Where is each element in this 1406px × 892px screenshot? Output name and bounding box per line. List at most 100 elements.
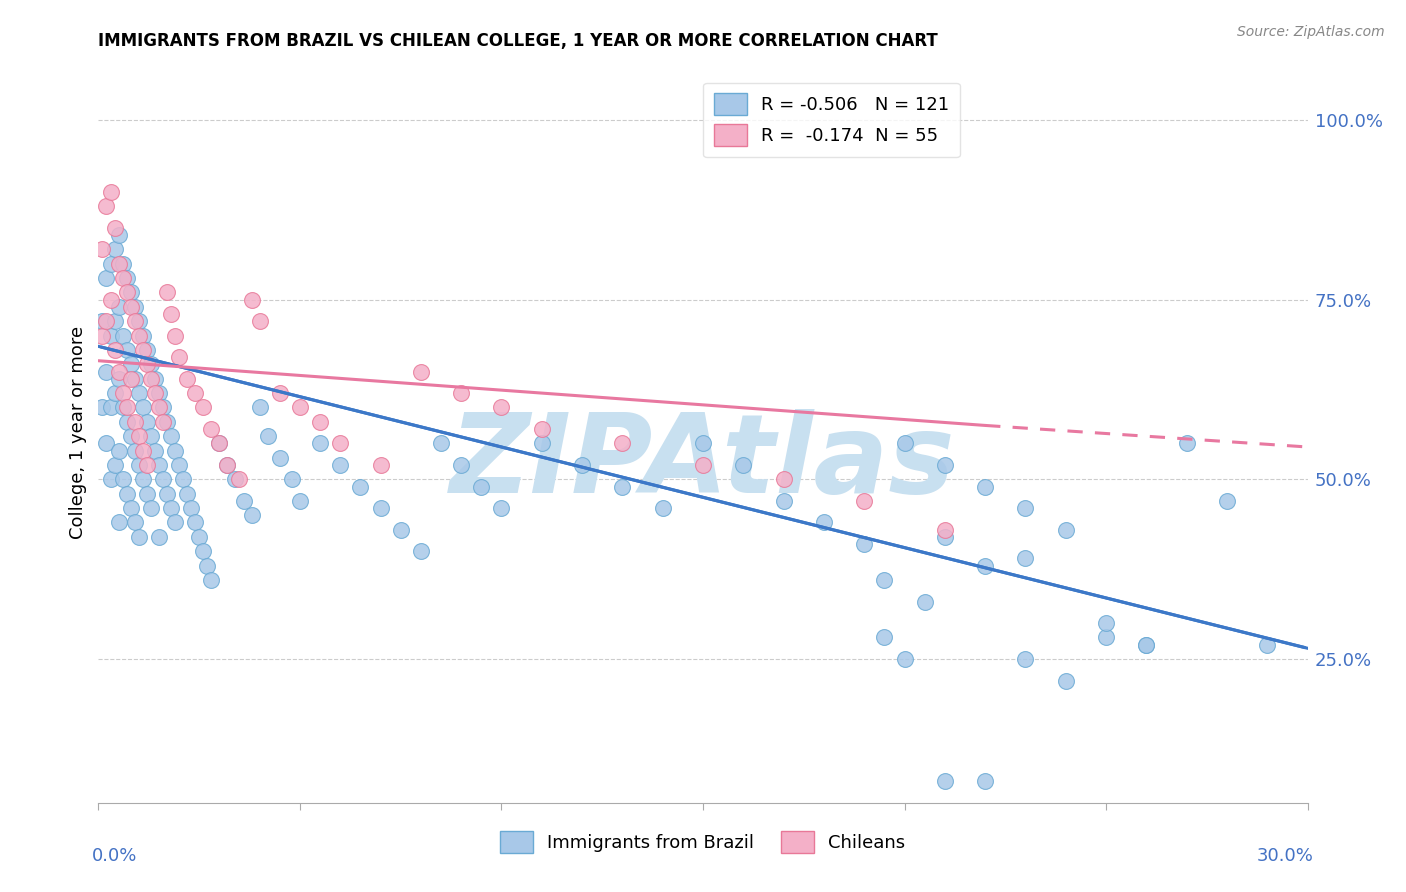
Point xyxy=(193,544,215,558)
Point xyxy=(139,429,162,443)
Point xyxy=(288,494,311,508)
Point xyxy=(269,450,291,465)
Point xyxy=(934,523,956,537)
Point xyxy=(128,530,150,544)
Point xyxy=(240,293,263,307)
Point xyxy=(281,472,304,486)
Point xyxy=(873,573,896,587)
Point xyxy=(530,422,553,436)
Point xyxy=(115,486,138,500)
Point xyxy=(135,415,157,429)
Point xyxy=(914,594,936,608)
Point xyxy=(195,558,218,573)
Point xyxy=(96,314,118,328)
Point xyxy=(156,415,179,429)
Point xyxy=(217,458,239,472)
Point xyxy=(124,516,146,530)
Point xyxy=(470,479,492,493)
Point xyxy=(240,508,263,523)
Point xyxy=(692,458,714,472)
Point xyxy=(107,300,129,314)
Point xyxy=(370,501,392,516)
Point xyxy=(120,429,142,443)
Point xyxy=(156,285,179,300)
Point xyxy=(1175,436,1198,450)
Point xyxy=(160,307,183,321)
Point xyxy=(91,401,114,415)
Point xyxy=(148,530,170,544)
Point xyxy=(100,293,122,307)
Point xyxy=(152,415,174,429)
Point xyxy=(107,257,129,271)
Point xyxy=(143,386,166,401)
Point xyxy=(167,458,190,472)
Point xyxy=(188,530,211,544)
Point xyxy=(530,436,553,450)
Point xyxy=(100,472,122,486)
Point xyxy=(107,372,129,386)
Point xyxy=(100,401,122,415)
Point xyxy=(249,401,271,415)
Point xyxy=(124,415,146,429)
Point xyxy=(115,343,138,357)
Point xyxy=(813,516,835,530)
Point xyxy=(409,365,432,379)
Point xyxy=(132,343,155,357)
Point xyxy=(733,458,755,472)
Point xyxy=(107,227,129,242)
Point xyxy=(389,523,412,537)
Point xyxy=(120,372,142,386)
Point xyxy=(148,386,170,401)
Point xyxy=(103,343,125,357)
Point xyxy=(256,429,278,443)
Point xyxy=(934,458,956,472)
Point xyxy=(329,436,352,450)
Point xyxy=(128,328,150,343)
Point xyxy=(107,516,129,530)
Point xyxy=(96,199,118,213)
Point xyxy=(309,436,332,450)
Point xyxy=(120,501,142,516)
Point xyxy=(349,479,371,493)
Legend: Immigrants from Brazil, Chileans: Immigrants from Brazil, Chileans xyxy=(494,824,912,861)
Point xyxy=(111,401,134,415)
Point xyxy=(1054,523,1077,537)
Point xyxy=(208,436,231,450)
Point xyxy=(128,314,150,328)
Point xyxy=(208,436,231,450)
Point xyxy=(139,501,162,516)
Point xyxy=(115,415,138,429)
Point xyxy=(107,365,129,379)
Point xyxy=(450,458,472,472)
Point xyxy=(974,479,997,493)
Point xyxy=(139,372,162,386)
Point xyxy=(115,285,138,300)
Point xyxy=(974,774,997,789)
Point xyxy=(103,314,125,328)
Point xyxy=(430,436,453,450)
Point xyxy=(96,365,118,379)
Point xyxy=(111,257,134,271)
Point xyxy=(111,472,134,486)
Point xyxy=(1054,673,1077,688)
Point xyxy=(1095,631,1118,645)
Point xyxy=(135,343,157,357)
Point xyxy=(132,472,155,486)
Point xyxy=(100,328,122,343)
Point xyxy=(124,372,146,386)
Point xyxy=(115,401,138,415)
Point xyxy=(873,631,896,645)
Point xyxy=(228,472,250,486)
Point xyxy=(934,774,956,789)
Text: 0.0%: 0.0% xyxy=(93,847,138,865)
Point xyxy=(163,516,186,530)
Point xyxy=(135,458,157,472)
Point xyxy=(156,486,179,500)
Point xyxy=(148,401,170,415)
Point xyxy=(1014,501,1036,516)
Point xyxy=(232,494,254,508)
Point xyxy=(167,350,190,364)
Point xyxy=(217,458,239,472)
Point xyxy=(893,436,915,450)
Point xyxy=(91,314,114,328)
